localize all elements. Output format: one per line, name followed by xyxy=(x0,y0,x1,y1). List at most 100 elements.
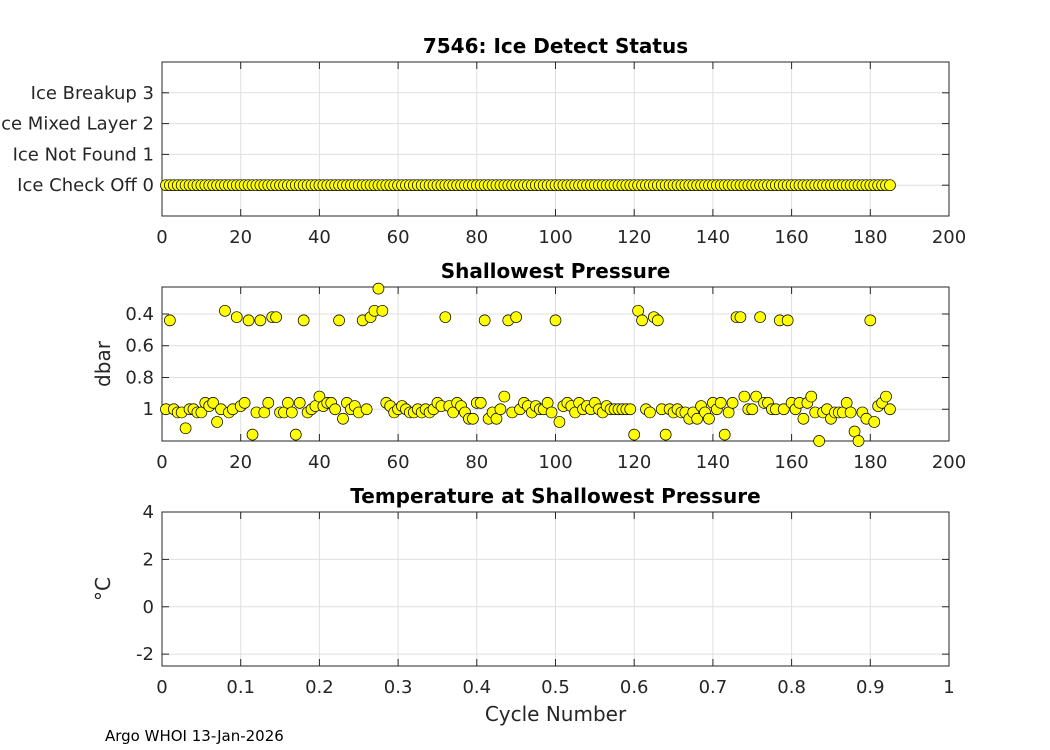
data-point xyxy=(549,314,562,327)
x-axis-label: Cycle Number xyxy=(485,702,627,726)
x-tick-label: 0 xyxy=(156,227,167,248)
chart-2: 0 20 40 60 80 100 120 140 160 180 200 0.4 0.6 0.8 1 Sha… xyxy=(91,259,966,473)
x-tick-label: 1 xyxy=(943,677,954,698)
y-tick-label: 0 xyxy=(143,597,154,618)
data-point xyxy=(884,403,896,416)
data-point xyxy=(467,412,479,425)
data-point xyxy=(718,428,731,441)
x-tick-label: 40 xyxy=(308,452,331,473)
data-point xyxy=(703,412,715,425)
x-tick-label: 80 xyxy=(465,227,488,248)
data-point xyxy=(797,412,810,425)
data-point xyxy=(238,397,251,409)
data-point xyxy=(337,412,349,425)
data-point xyxy=(746,403,759,416)
x-tick-label: 200 xyxy=(932,452,966,473)
data-point xyxy=(805,390,818,403)
x-tick-label: 0.1 xyxy=(226,677,255,698)
y-tick-label: 4 xyxy=(143,502,154,523)
x-tick-label: 180 xyxy=(853,452,887,473)
data-point xyxy=(498,390,511,403)
x-tick-label: 180 xyxy=(853,227,887,248)
y-tick-label: Ice Check Off 0 xyxy=(17,175,154,196)
data-point xyxy=(297,314,310,327)
data-point xyxy=(254,314,267,327)
data-point xyxy=(439,311,452,324)
data-point xyxy=(868,416,881,428)
x-tick-label: 20 xyxy=(229,227,252,248)
data-point xyxy=(286,406,298,419)
data-point xyxy=(813,435,825,447)
x-tick-label: 0 xyxy=(156,677,167,698)
x-tick-label: 160 xyxy=(774,227,808,248)
data-point xyxy=(474,397,487,409)
y-tick-label: Ice Breakup 3 xyxy=(31,83,154,104)
data-point xyxy=(478,314,491,327)
data-point xyxy=(750,390,763,403)
x-tick-label: 60 xyxy=(387,227,410,248)
data-point xyxy=(754,311,766,324)
data-point xyxy=(726,397,739,409)
data-point xyxy=(880,390,892,403)
data-point xyxy=(628,428,641,441)
x-tick-label: 100 xyxy=(538,452,572,473)
chart-1: 0 20 40 60 80 100 120 140 160 180 200 Ice Check Off… xyxy=(0,34,966,248)
x-tick-label: 140 xyxy=(696,227,730,248)
data-point xyxy=(844,406,857,419)
chart-title: 7546: Ice Detect Status xyxy=(423,34,688,58)
x-tick-label: 0.9 xyxy=(856,677,885,698)
y-tick-label: 2 xyxy=(143,549,154,570)
data-point xyxy=(510,311,523,324)
x-tick-label: 0.3 xyxy=(384,677,413,698)
data-point xyxy=(207,397,220,409)
x-tick-label: 60 xyxy=(387,452,410,473)
data-point xyxy=(376,304,389,317)
x-tick-label: 0.7 xyxy=(699,677,728,698)
data-point xyxy=(553,416,566,428)
x-tick-label: 20 xyxy=(229,452,252,473)
data-point xyxy=(289,428,302,441)
y-tick-label: Ice Mixed Layer 2 xyxy=(0,114,154,135)
x-tick-label: 0.6 xyxy=(620,677,649,698)
data-point xyxy=(714,397,727,409)
data-point xyxy=(211,416,223,428)
x-tick-label: 100 xyxy=(538,227,572,248)
data-point xyxy=(545,406,558,419)
data-point xyxy=(734,311,747,324)
data-points xyxy=(160,282,896,447)
chart-title: Shallowest Pressure xyxy=(441,259,671,283)
data-point xyxy=(624,403,637,416)
x-tick-label: 200 xyxy=(932,227,966,248)
y-axis-label: °C xyxy=(91,577,115,601)
y-tick-label: 0.6 xyxy=(125,336,154,357)
x-tick-label: 160 xyxy=(774,452,808,473)
data-point xyxy=(852,435,865,447)
data-point xyxy=(781,314,794,327)
data-point xyxy=(293,397,306,409)
data-points xyxy=(160,179,896,192)
chart-title: Temperature at Shallowest Pressure xyxy=(350,484,760,508)
y-tick-label: 0.8 xyxy=(125,367,154,388)
y-tick-label: 0.4 xyxy=(125,304,154,325)
data-point xyxy=(659,428,672,441)
data-point xyxy=(270,311,282,324)
y-tick-label: 1 xyxy=(143,399,154,420)
data-point xyxy=(738,390,751,403)
data-point xyxy=(230,311,243,324)
footer-note: Argo WHOI 13-Jan-2026 xyxy=(105,727,284,745)
data-point xyxy=(494,403,507,416)
chart-3: 0 0.1 0.2 0.3 0.4 0.5 0.6 0.7 0.8 0.9 1-2024Temper… xyxy=(91,484,955,726)
x-tick-label: 0.2 xyxy=(305,677,334,698)
data-point xyxy=(246,428,259,441)
x-tick-label: 120 xyxy=(617,452,651,473)
data-point xyxy=(179,422,192,435)
data-point xyxy=(219,304,231,317)
data-point xyxy=(777,403,790,416)
y-tick-label: Ice Not Found 1 xyxy=(13,144,154,165)
data-point xyxy=(333,314,345,327)
data-point xyxy=(360,403,373,416)
data-point xyxy=(164,314,176,327)
x-tick-label: 80 xyxy=(465,452,488,473)
data-point xyxy=(644,406,656,419)
